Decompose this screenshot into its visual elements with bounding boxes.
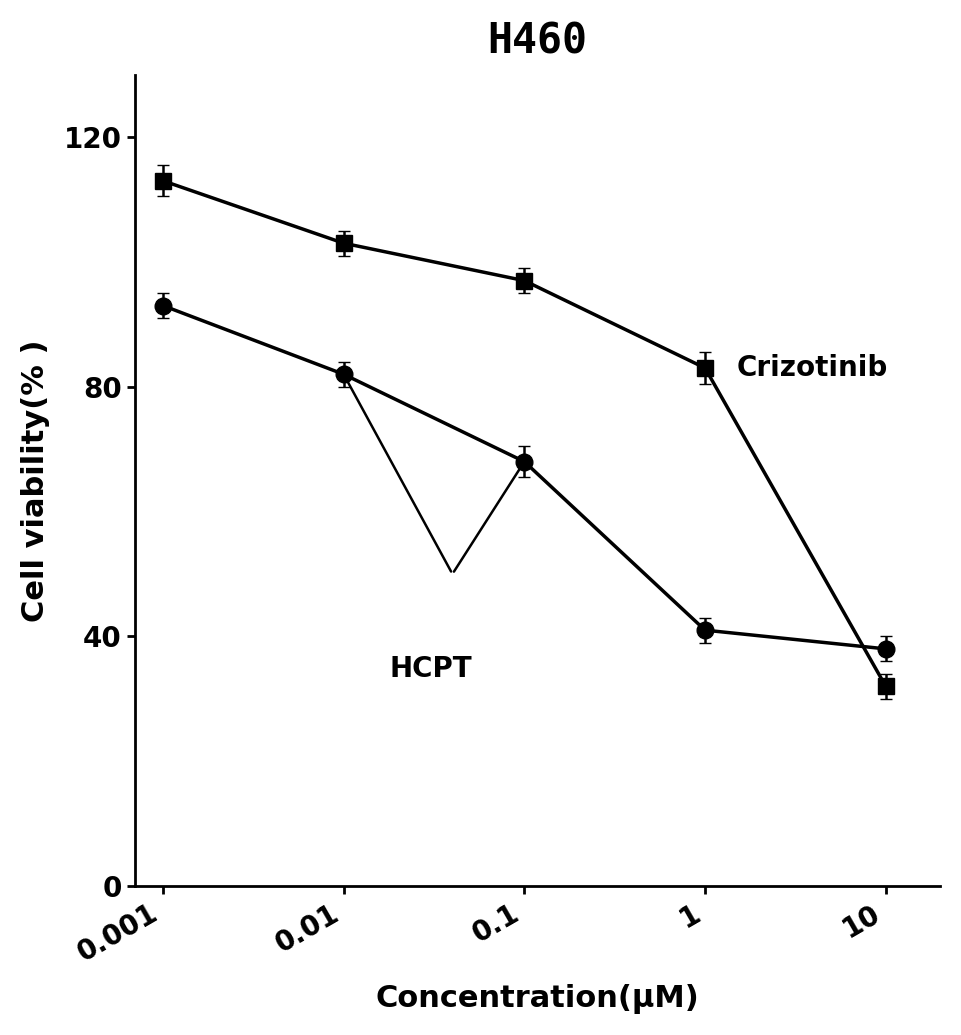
- Text: Crizotinib: Crizotinib: [737, 354, 888, 382]
- Y-axis label: Cell viability(% ): Cell viability(% ): [21, 339, 50, 622]
- X-axis label: Concentration(μM): Concentration(μM): [376, 984, 700, 1014]
- Text: HCPT: HCPT: [390, 655, 473, 683]
- Title: H460: H460: [487, 21, 587, 63]
